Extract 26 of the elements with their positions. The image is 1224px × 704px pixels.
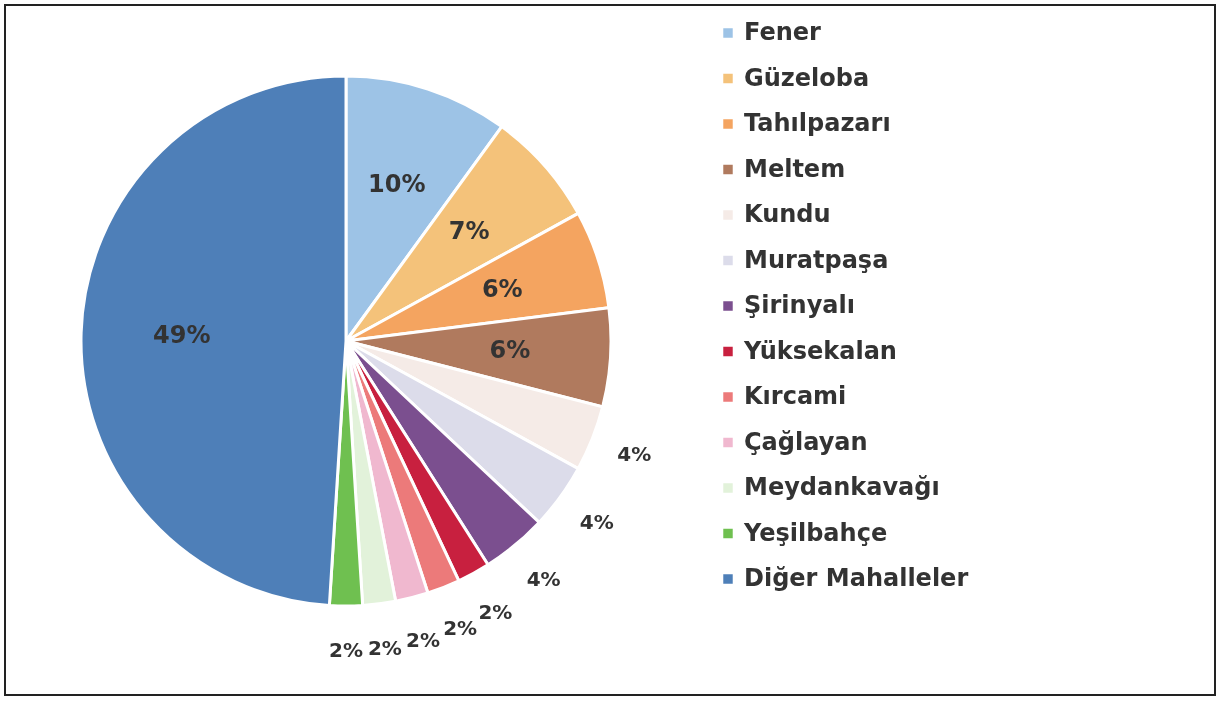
legend-label: Güzeloba — [744, 63, 870, 92]
data-label: 2% — [406, 628, 441, 653]
legend-label: Çağlayan — [744, 427, 868, 456]
legend-label: Meydankavağı — [744, 473, 940, 501]
legend-label: Kundu — [744, 200, 831, 228]
data-label: 4% — [617, 442, 652, 467]
legend-label: Yüksekalan — [743, 336, 897, 365]
legend-label: Muratpaşa — [744, 245, 889, 274]
legend-label: Kırcami — [744, 382, 847, 410]
data-label: 10% — [368, 169, 426, 198]
legend-label: Diğer Mahalleler — [744, 564, 969, 592]
legend-label: Şirinyalı — [744, 291, 855, 319]
legend-label: Fener — [744, 18, 822, 46]
data-label: 6% — [481, 275, 523, 304]
data-label: 2% — [478, 599, 513, 624]
data-label: 49% — [153, 320, 211, 349]
data-label: 4% — [526, 566, 561, 591]
data-label: 2% — [443, 616, 478, 641]
data-label: 4% — [579, 510, 614, 535]
data-label: 7% — [448, 217, 490, 246]
data-label: 2% — [329, 638, 363, 663]
legend-label: Tahılpazarı — [744, 109, 891, 137]
legend-label: Yeşilbahçe — [743, 518, 888, 547]
data-label: 2% — [367, 635, 402, 660]
legend-label: Meltem — [744, 154, 846, 183]
data-label: 6% — [489, 336, 531, 365]
